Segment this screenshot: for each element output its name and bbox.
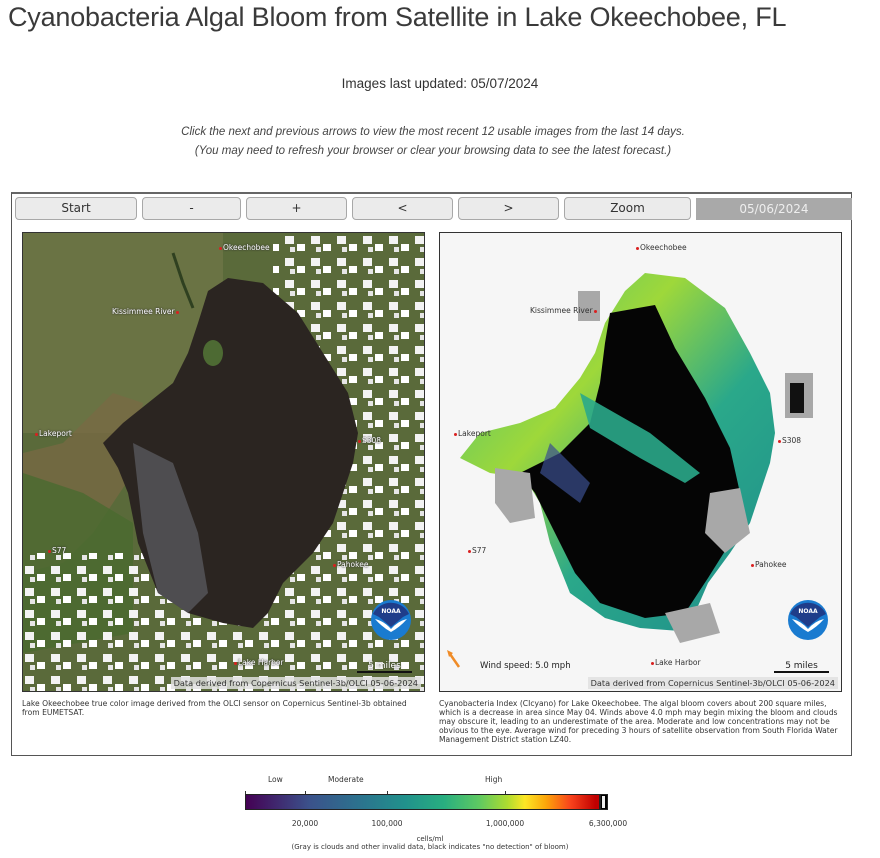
next-button[interactable]: > <box>458 197 559 220</box>
legend-tick <box>245 791 246 795</box>
place-label-pahokee: Pahokee <box>750 560 786 569</box>
legend-end-cap <box>600 794 608 810</box>
image-viewer-panel: Start - + < > Zoom 05/06/2024 <box>11 192 852 756</box>
noaa-logo-icon: NOAA <box>371 600 411 640</box>
legend-tick-label: 100,000 <box>371 819 403 828</box>
page-title: Cyanobacteria Algal Bloom from Satellite… <box>8 2 787 32</box>
legend-tick-label: 1,000,000 <box>485 819 525 828</box>
place-marker-icon <box>234 661 237 665</box>
legend-unit: cells/ml (Gray is clouds and other inval… <box>230 835 630 851</box>
zoom-button[interactable]: Zoom <box>564 197 691 220</box>
place-marker-icon <box>358 439 361 443</box>
true-color-satellite-image <box>23 233 424 691</box>
wind-speed-text: Wind speed: 5.0 mph <box>480 661 571 671</box>
legend-category-low: Low <box>268 775 283 784</box>
data-credit: Data derived from Copernicus Sentinel-3b… <box>170 677 421 689</box>
place-marker-icon <box>778 439 781 443</box>
legend-note: (Gray is clouds and other invalid data, … <box>291 843 569 851</box>
cyanobacteria-index-image <box>460 273 813 643</box>
true-color-map[interactable]: Okeechobee Kissimmee River Lakeport S308… <box>22 232 425 692</box>
instructions-line-1: Click the next and previous arrows to vi… <box>181 126 685 138</box>
legend-tick <box>305 791 306 795</box>
place-label-s308: S308 <box>357 436 381 445</box>
place-label-lake-harbor: Lake Harbor <box>650 658 701 667</box>
place-marker-icon <box>219 246 222 250</box>
place-label-okeechobee: Okeechobee <box>218 243 270 252</box>
place-label-lake-harbor: Lake Harbor <box>233 658 284 667</box>
last-updated-text: Images last updated: 05/07/2024 <box>341 76 539 91</box>
svg-text:NOAA: NOAA <box>381 608 401 615</box>
place-marker-icon <box>48 549 51 553</box>
place-marker-icon <box>651 661 654 665</box>
place-marker-icon <box>636 246 639 250</box>
place-label-okeechobee: Okeechobee <box>635 243 687 252</box>
previous-button[interactable]: < <box>352 197 453 220</box>
zoom-out-button[interactable]: - <box>142 197 241 220</box>
scale-bar: 5 miles <box>774 661 829 673</box>
noaa-logo-icon: NOAA <box>788 600 828 640</box>
place-label-kissimmee-river: Kissimmee River <box>530 306 598 315</box>
place-label-s77: S77 <box>47 546 66 555</box>
place-label-lakeport: Lakeport <box>453 429 491 438</box>
legend-tick <box>387 791 388 795</box>
place-label-kissimmee-river: Kissimmee River <box>112 307 180 316</box>
start-button[interactable]: Start <box>15 197 137 220</box>
place-marker-icon <box>454 432 457 436</box>
legend-tick-label: 20,000 <box>291 819 319 828</box>
legend-unit-label: cells/ml <box>416 835 444 843</box>
wind-direction-arrow-icon <box>447 650 461 668</box>
place-marker-icon <box>593 309 597 313</box>
current-date-badge: 05/06/2024 <box>696 198 852 220</box>
legend-category-high: High <box>485 775 503 784</box>
true-color-caption: Lake Okeechobee true color image derived… <box>22 699 407 717</box>
legend-tick <box>505 791 506 795</box>
place-marker-icon <box>468 549 471 553</box>
legend-color-bar <box>245 794 600 810</box>
data-credit: Data derived from Copernicus Sentinel-3b… <box>587 677 838 689</box>
legend-category-moderate: Moderate <box>328 775 364 784</box>
place-label-pahokee: Pahokee <box>332 560 368 569</box>
place-marker-icon <box>751 563 754 567</box>
legend-tick-label: 6,300,000 <box>588 819 628 828</box>
color-scale-legend: Low Moderate High 20,000 100,000 1,000,0… <box>230 770 630 858</box>
cyanobacteria-index-caption: Cyanobacteria Index (CIcyano) for Lake O… <box>439 699 838 744</box>
place-label-s77: S77 <box>467 546 486 555</box>
place-marker-icon <box>35 432 38 436</box>
instructions-line-2: (You may need to refresh your browser or… <box>194 145 672 157</box>
viewer-toolbar: Start - + < > Zoom 05/06/2024 <box>15 197 852 220</box>
instructions: Click the next and previous arrows to vi… <box>0 123 866 161</box>
zoom-in-button[interactable]: + <box>246 197 347 220</box>
place-label-lakeport: Lakeport <box>34 429 72 438</box>
svg-text:NOAA: NOAA <box>798 608 818 615</box>
place-marker-icon <box>333 563 336 567</box>
place-label-s308: S308 <box>777 436 801 445</box>
scale-bar: 5 miles <box>357 661 412 673</box>
place-marker-icon <box>175 310 179 314</box>
cyanobacteria-index-map[interactable]: Okeechobee Kissimmee River Lakeport S308… <box>439 232 842 692</box>
